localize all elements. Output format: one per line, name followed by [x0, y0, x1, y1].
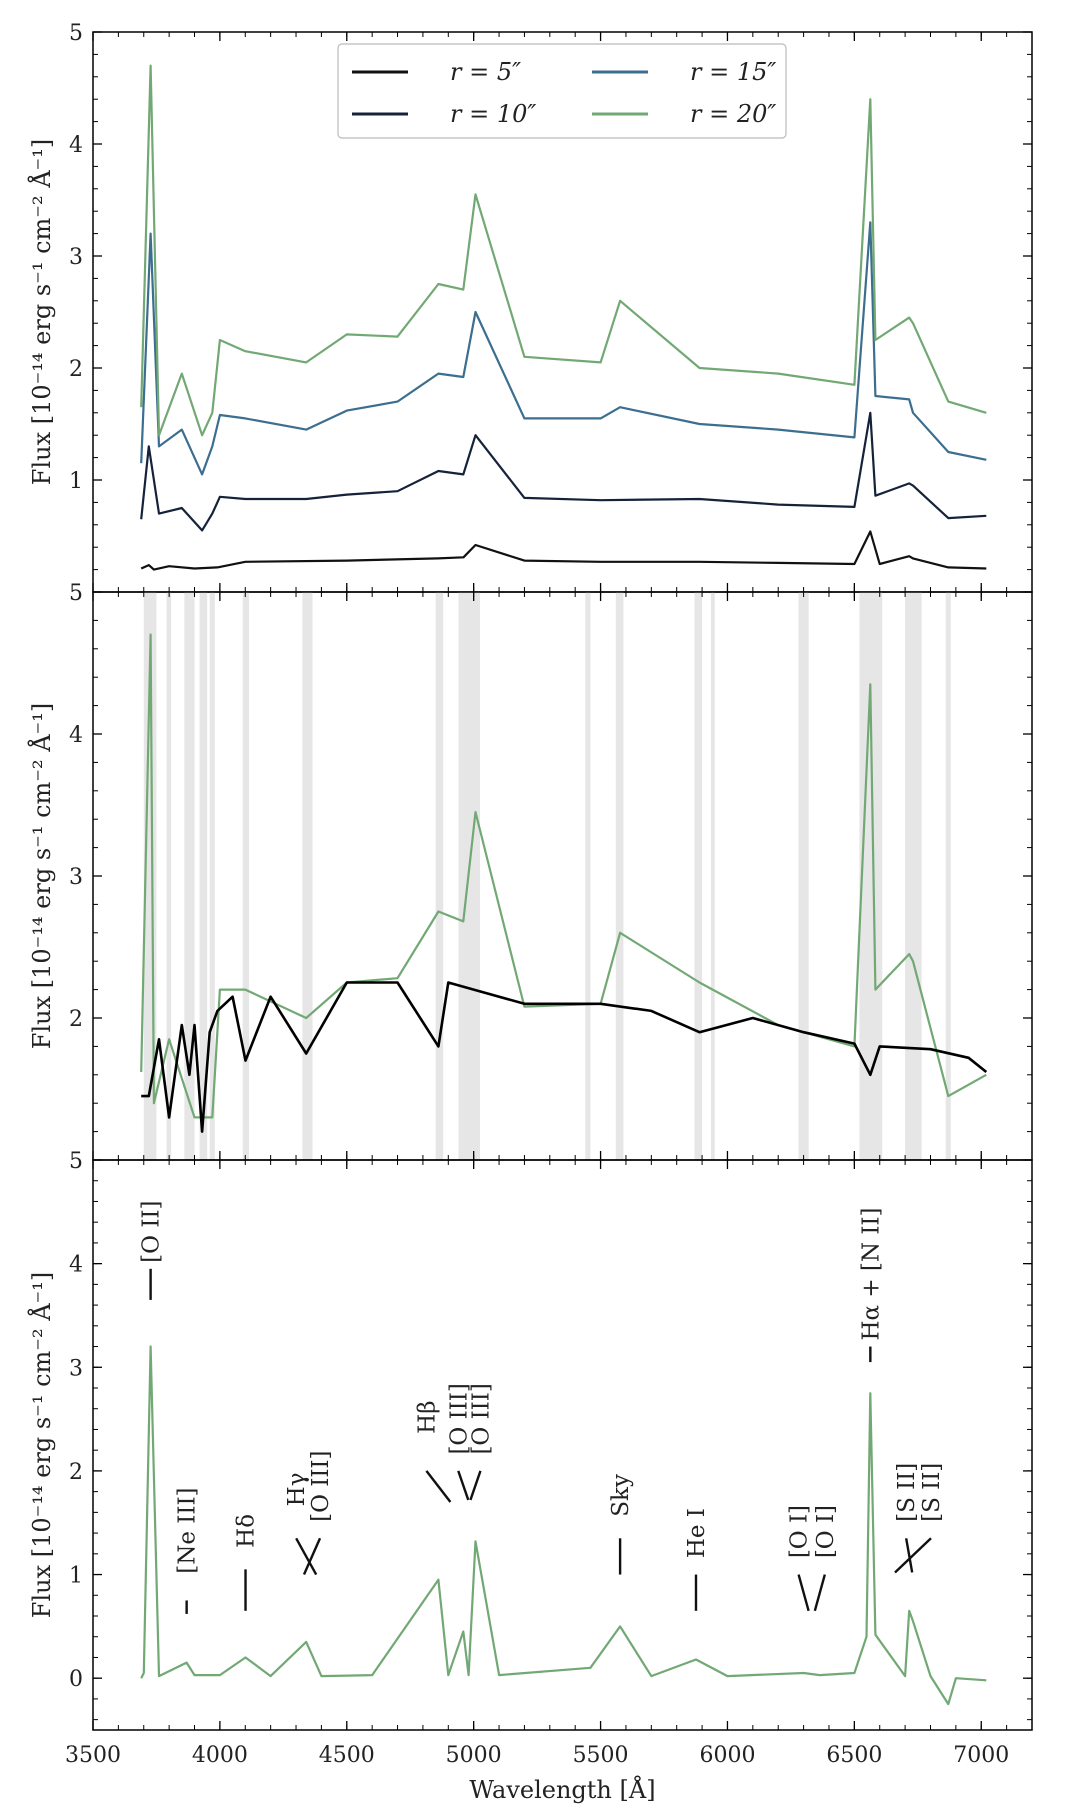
x-tick-label: 4000 [192, 1743, 248, 1768]
x-tick-label: 7000 [953, 1743, 1009, 1768]
y-tick-label: 3 [69, 245, 83, 270]
line-label: [S II] [919, 1463, 945, 1522]
y-tick-label: 0 [69, 1667, 83, 1692]
panel-bottom: 0 1 2 3 4 5 3500 4000 4500 5000 5500 6000 6500 7000 Fl… [27, 1149, 1033, 1768]
line-label: [O I] [813, 1505, 839, 1558]
line-label: [O III] [308, 1451, 334, 1522]
y-tick-label: 4 [69, 723, 83, 748]
panel-frame [92, 1159, 1033, 1731]
y-tick-label: 5 [69, 21, 83, 46]
masked-region [166, 592, 172, 1160]
y-tick-label: 4 [69, 133, 83, 158]
series-line-r5 [140, 530, 987, 571]
line-label: [O II] [139, 1201, 165, 1263]
line-label: [Ne III] [175, 1487, 201, 1573]
masked-region [945, 592, 951, 1160]
series-line-r15 [140, 221, 987, 476]
masked-region [905, 592, 922, 1160]
masked-region [209, 592, 215, 1160]
masked-region [798, 592, 809, 1160]
series-line-r20 [140, 64, 987, 437]
line-label: Hδ [234, 1514, 260, 1548]
y-tick-label: 3 [69, 1356, 83, 1381]
masked-region [184, 592, 190, 1160]
y-axis-label: Flux [10⁻¹⁴ erg s⁻¹ cm⁻² Å⁻¹] [27, 703, 56, 1049]
y-tick-label: 2 [69, 357, 83, 382]
masked-region [710, 592, 715, 1160]
panel-middle: 2 3 4 5 Flux [10⁻¹⁴ erg s⁻¹ cm⁻² Å⁻¹] [27, 581, 1033, 1161]
y-tick-label: 2 [69, 1007, 83, 1032]
line-label: Hα + [N II] [858, 1207, 884, 1340]
y-tick-label: 5 [69, 581, 83, 606]
legend-entry: r = 20″ [690, 100, 776, 128]
masked-region [189, 592, 195, 1160]
masked-region [615, 592, 624, 1160]
y-tick-label: 1 [69, 1564, 83, 1589]
masked-region [585, 592, 591, 1160]
line-label: [O III] [446, 1383, 472, 1454]
panel-frame [92, 591, 1033, 1161]
y-tick-label: 4 [69, 1253, 83, 1278]
line-label-marker [457, 1470, 470, 1501]
masked-region [859, 592, 883, 1160]
line-label: Hβ [414, 1400, 440, 1433]
masked-region [694, 592, 703, 1160]
x-axis-label: Wavelength [Å] [469, 1775, 655, 1804]
x-tick-label: 6500 [826, 1743, 882, 1768]
line-label-marker [295, 1537, 318, 1576]
y-axis-label: Flux [10⁻¹⁴ erg s⁻¹ cm⁻² Å⁻¹] [27, 1272, 56, 1618]
series-line-r10 [140, 411, 987, 532]
x-tick-label: 4500 [319, 1743, 375, 1768]
x-tick-label: 6000 [699, 1743, 755, 1768]
line-label: [O I] [787, 1505, 813, 1558]
line-label: [S II] [894, 1463, 920, 1522]
line-label-marker [302, 1537, 322, 1576]
masked-region [199, 592, 208, 1160]
x-tick-label: 3500 [65, 1743, 121, 1768]
line-label: He I [684, 1508, 710, 1558]
y-tick-label: 3 [69, 865, 83, 890]
y-tick-label: 1 [69, 469, 83, 494]
line-label-marker [469, 1470, 482, 1501]
masked-region [435, 592, 444, 1160]
series-line-r20 [140, 633, 987, 1119]
legend-box [337, 43, 787, 139]
masked-region [302, 592, 313, 1160]
series-line-fit [141, 981, 988, 1133]
y-tick-label: 2 [69, 1460, 83, 1485]
line-label-marker [425, 1470, 452, 1503]
line-label: [O III] [468, 1383, 494, 1454]
line-label: Hγ [284, 1473, 310, 1507]
series-line-r20 [140, 1345, 987, 1706]
line-label-marker [813, 1574, 826, 1612]
masked-region [242, 592, 250, 1160]
legend-entry: r = 10″ [450, 100, 536, 128]
x-tick-label: 5500 [573, 1743, 629, 1768]
legend-entry: r = 5″ [450, 58, 521, 86]
y-tick-label: 5 [69, 1149, 83, 1174]
x-tick-label: 5000 [446, 1743, 502, 1768]
line-label: Sky [608, 1474, 634, 1517]
y-axis-label: Flux [10⁻¹⁴ erg s⁻¹ cm⁻² Å⁻¹] [27, 139, 56, 485]
line-label-marker [894, 1537, 932, 1574]
line-label-marker [904, 1538, 914, 1573]
legend-entry: r = 15″ [690, 58, 776, 86]
panel-top: 1 2 3 4 5 Flux [10⁻¹⁴ erg s⁻¹ cm⁻² Å⁻¹] r = 5″… [27, 21, 1033, 593]
line-label-marker [797, 1574, 810, 1612]
